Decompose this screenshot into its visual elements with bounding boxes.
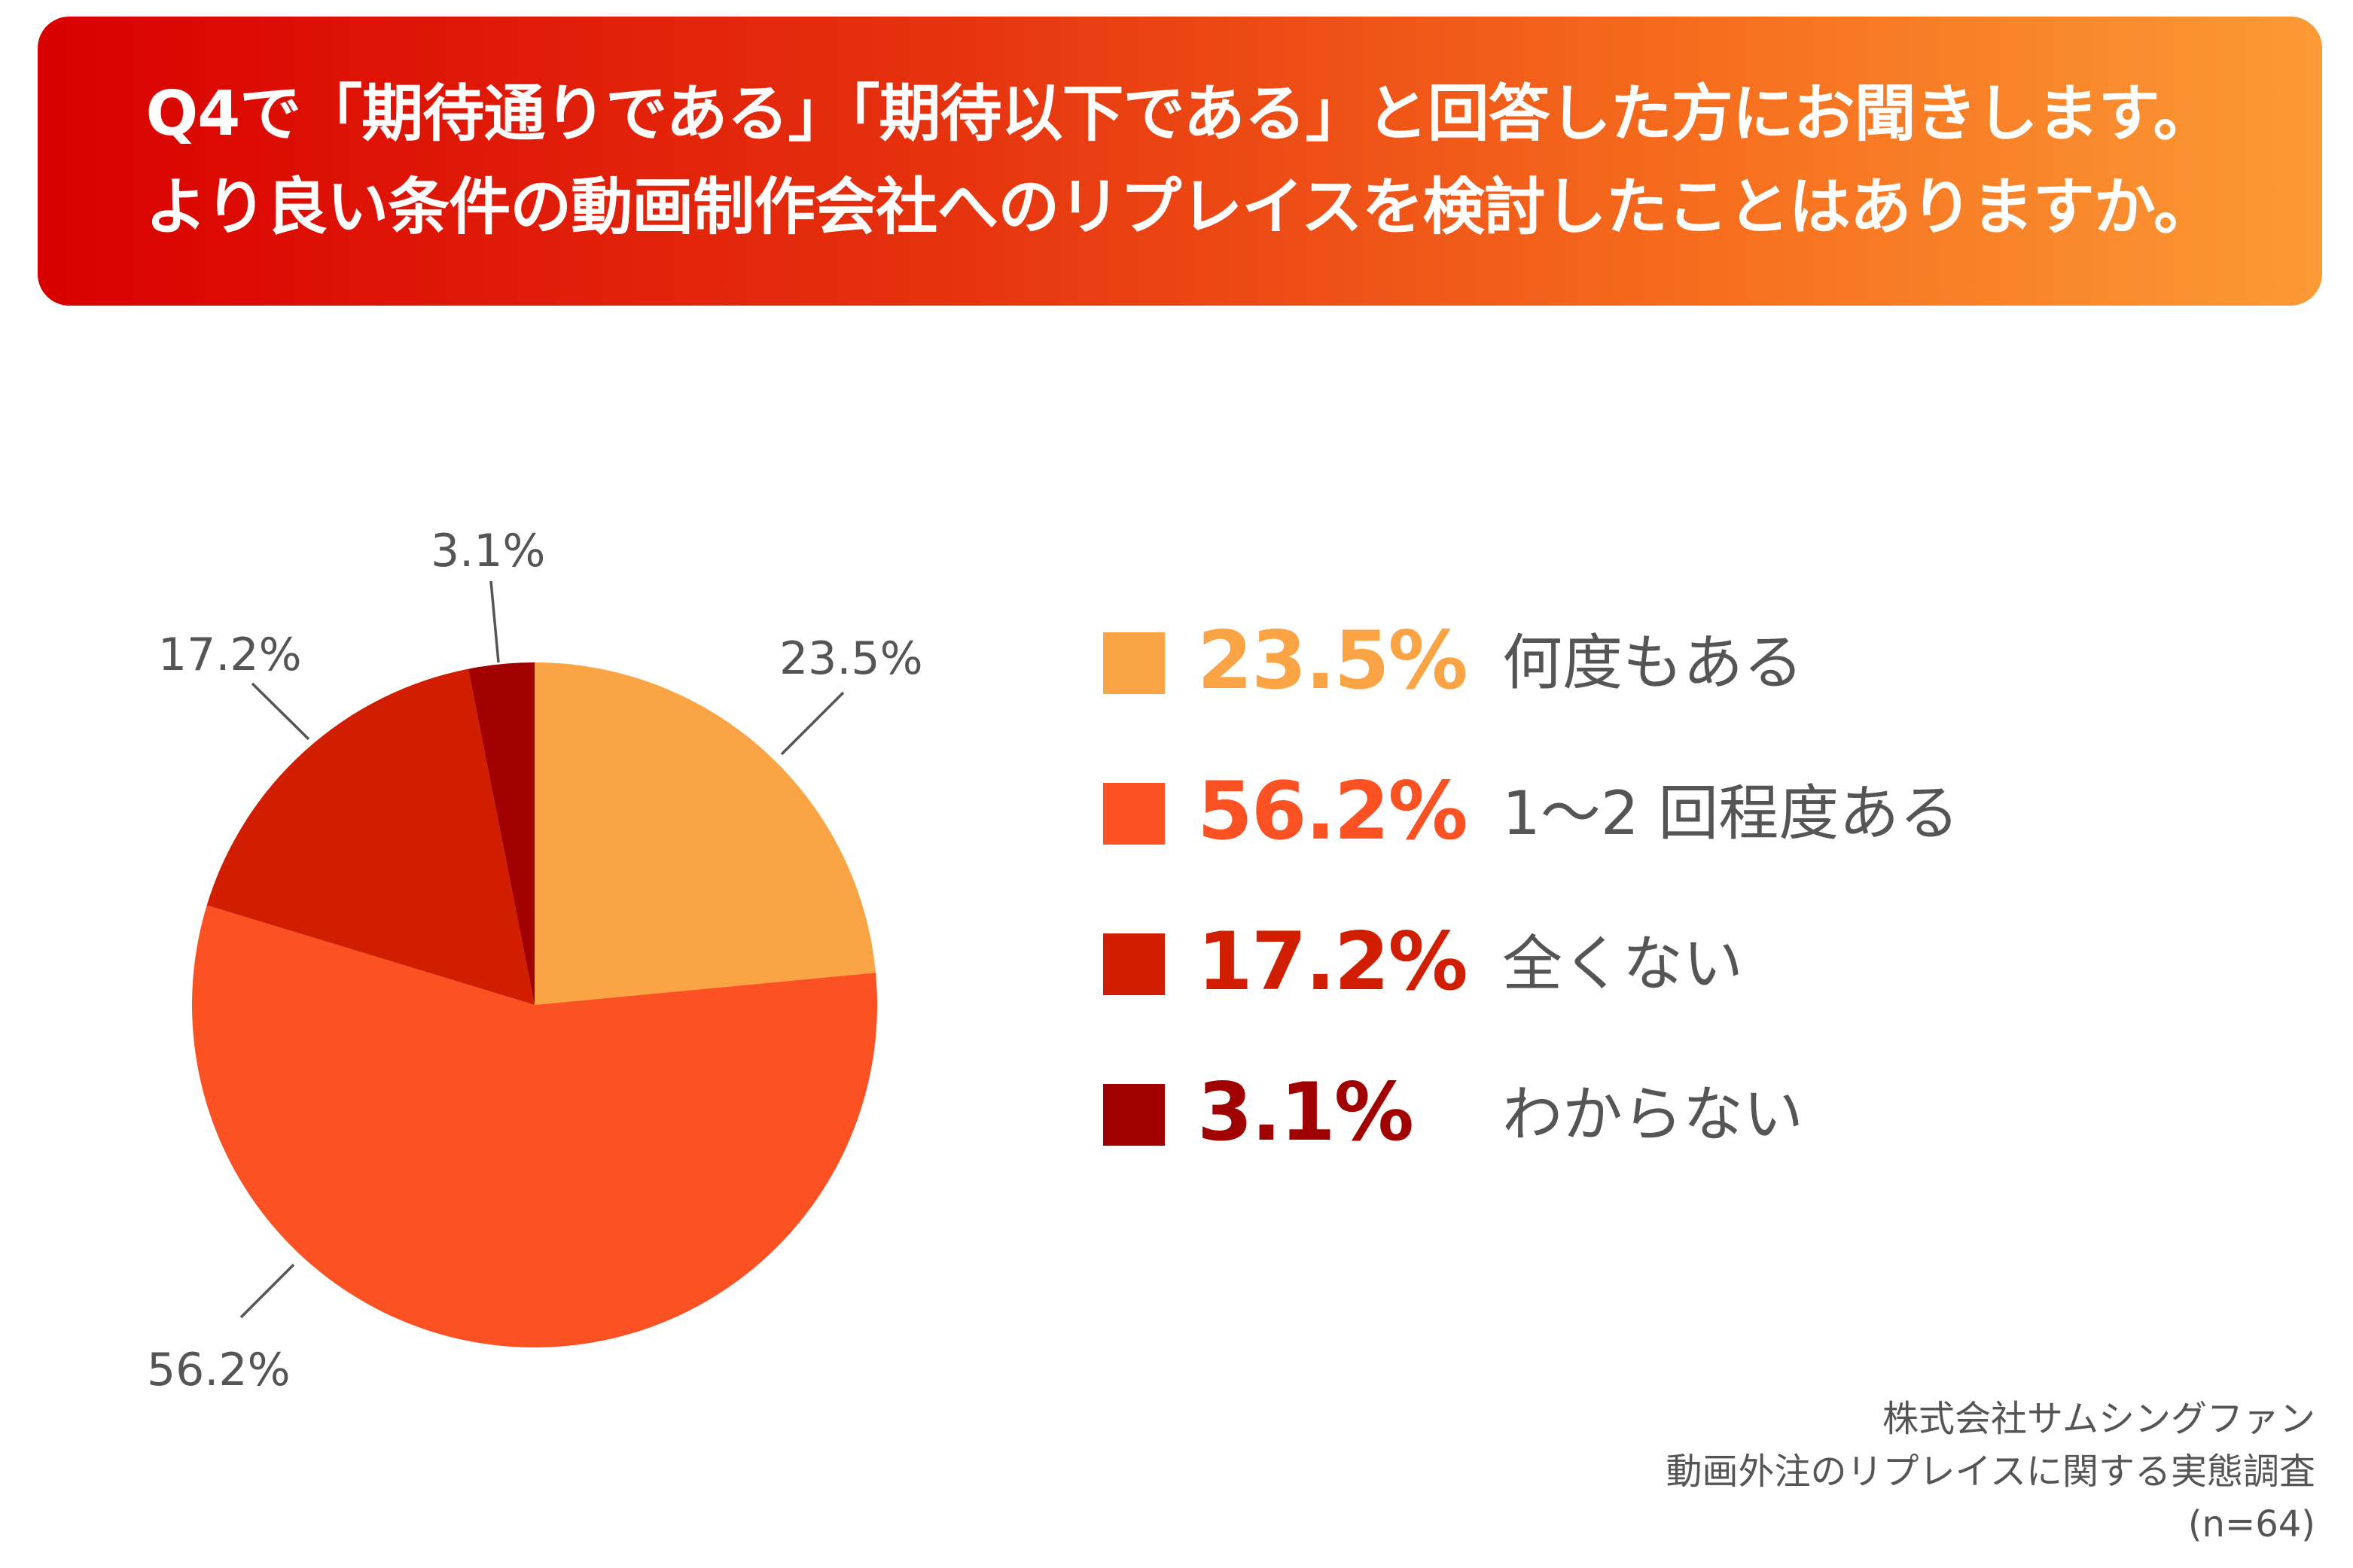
pie-label-3-1: 3.1% bbox=[431, 525, 545, 577]
legend-swatch-0 bbox=[1103, 632, 1165, 694]
question-banner: Q4で「期待通りである」「期待以下である」と回答した方にお聞きします。 より良い… bbox=[38, 17, 2322, 306]
source-survey: 動画外注のリプレイスに関する実態調査 bbox=[1666, 1451, 2315, 1493]
pie-label-23-5: 23.5% bbox=[779, 632, 923, 685]
pie-slice-3 bbox=[468, 662, 535, 1005]
source-note: 株式会社サムシングファン 動画外注のリプレイスに関する実態調査 (n=64) bbox=[1666, 1393, 2315, 1551]
leader-line-3-1 bbox=[489, 580, 500, 663]
legend: 23.5% 何度もある 56.2% 1〜2 回程度ある 17.2% 全くない 3… bbox=[1099, 614, 2078, 1219]
pie-slices bbox=[191, 662, 877, 1347]
legend-item-0: 23.5% 何度もある bbox=[1099, 614, 2078, 768]
pie-data-labels: 23.5% 56.2% 17.2% 3.1% bbox=[147, 525, 923, 1396]
legend-swatch-1 bbox=[1103, 783, 1165, 845]
pie-slice-2 bbox=[206, 668, 535, 1005]
legend-percent-1: 56.2% bbox=[1197, 765, 1468, 857]
legend-item-1: 56.2% 1〜2 回程度ある bbox=[1099, 765, 2078, 918]
legend-category-2: 全くない bbox=[1502, 929, 1743, 999]
pie-leader-lines bbox=[239, 580, 845, 1319]
pie-slice-0 bbox=[535, 662, 876, 1005]
legend-item-2: 17.2% 全くない bbox=[1099, 915, 2078, 1069]
legend-category-1: 1〜2 回程度ある bbox=[1502, 778, 1960, 848]
legend-item-3: 3.1% わからない bbox=[1099, 1066, 2078, 1219]
leader-line-17-2 bbox=[251, 682, 310, 741]
legend-percent-2: 17.2% bbox=[1197, 915, 1468, 1008]
legend-percent-3: 3.1% bbox=[1197, 1066, 1414, 1158]
legend-category-0: 何度もある bbox=[1502, 628, 1803, 698]
legend-percent-0: 23.5% bbox=[1197, 614, 1468, 707]
pie-label-56-2: 56.2% bbox=[147, 1344, 291, 1396]
question-line-1: Q4で「期待通りである」「期待以下である」と回答した方にお聞きします。 bbox=[145, 78, 2215, 150]
source-company: 株式会社サムシングファン bbox=[1882, 1398, 2315, 1440]
leader-line-23-5 bbox=[780, 691, 845, 756]
legend-swatch-2 bbox=[1103, 933, 1165, 995]
legend-swatch-3 bbox=[1103, 1084, 1165, 1146]
source-sample: (n=64) bbox=[2187, 1503, 2315, 1545]
question-line-2: より良い条件の動画制作会社へのリプレイスを検討したことはありますか。 bbox=[145, 172, 2215, 243]
leader-line-56-2 bbox=[239, 1263, 295, 1319]
pie-slice-1 bbox=[191, 905, 877, 1347]
legend-category-3: わからない bbox=[1502, 1079, 1803, 1149]
pie-label-17-2: 17.2% bbox=[158, 629, 302, 681]
